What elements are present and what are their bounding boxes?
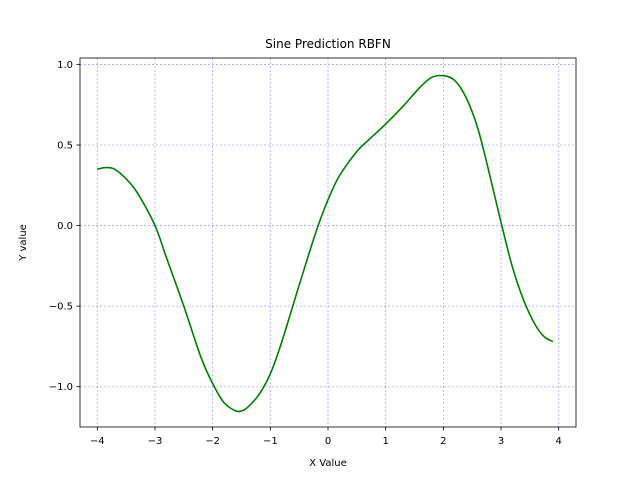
x-tick-label: 2 [440, 436, 446, 447]
y-tick-label: 0.0 [57, 221, 73, 232]
grid [80, 58, 576, 427]
y-tick-label: 1.0 [57, 60, 73, 71]
x-tick-label: 3 [498, 436, 504, 447]
y-axis-label: Y value [18, 224, 29, 262]
y-axis-ticks: −1.0 −0.5 0.0 0.5 1.0 [49, 60, 80, 393]
plot-series [97, 74, 554, 413]
x-tick-label: −4 [90, 436, 105, 447]
y-tick-label: −1.0 [49, 382, 73, 393]
chart-title: Sine Prediction RBFN [265, 37, 391, 51]
x-tick-label: −1 [263, 436, 278, 447]
prediction-line [97, 74, 554, 413]
y-tick-label: 0.5 [57, 141, 73, 152]
x-axis-label: X Value [309, 458, 347, 469]
x-tick-label: 0 [325, 436, 331, 447]
x-tick-label: −3 [148, 436, 163, 447]
x-tick-label: 4 [556, 436, 562, 447]
y-tick-label: −0.5 [49, 302, 73, 313]
x-tick-label: 1 [382, 436, 388, 447]
x-axis-ticks: −4 −3 −2 −1 0 1 2 3 4 [90, 427, 562, 447]
x-tick-label: −2 [205, 436, 220, 447]
